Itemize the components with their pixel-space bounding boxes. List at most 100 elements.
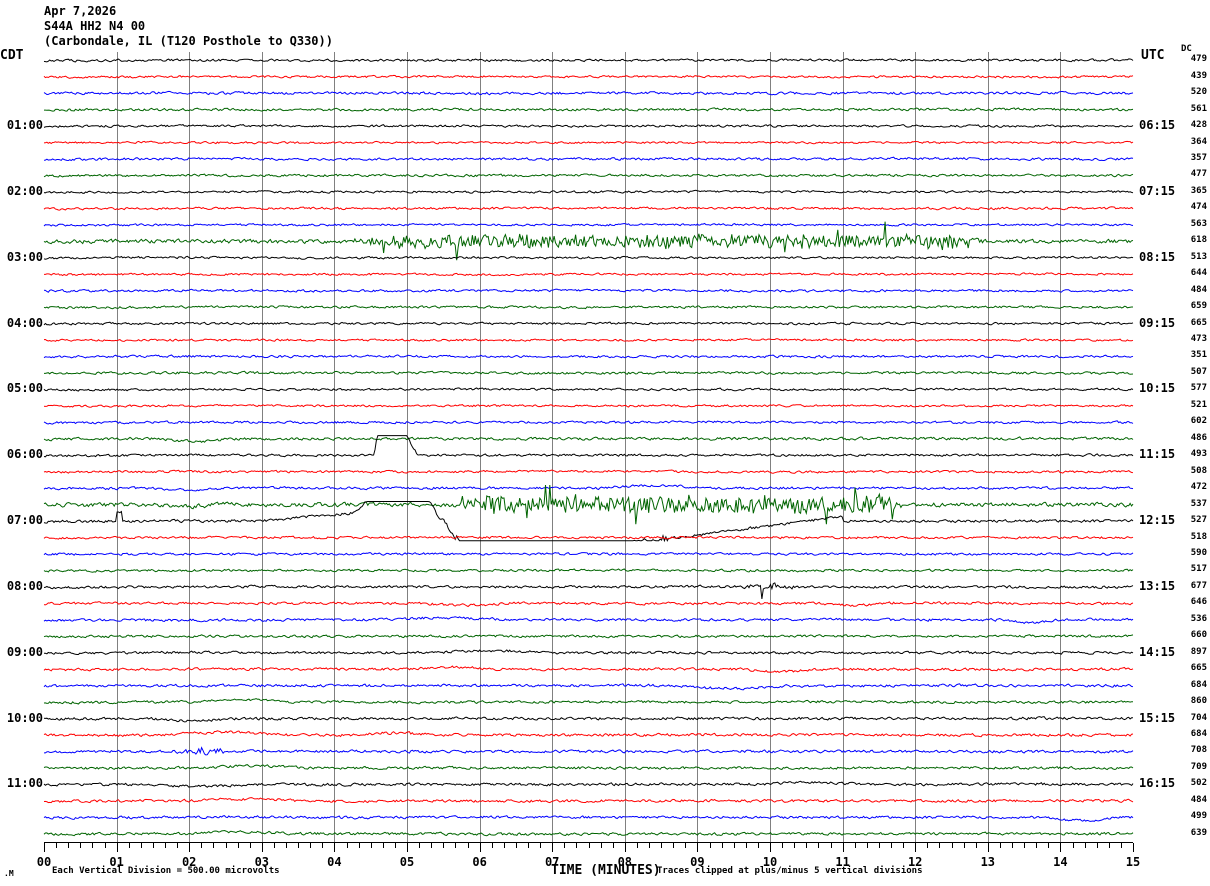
x-tick (310, 843, 312, 848)
x-tick (649, 843, 650, 848)
x-tick (370, 843, 372, 848)
trace-line (43, 797, 1134, 804)
x-tick (673, 843, 675, 848)
seismic-trace (43, 665, 1134, 673)
dc-value: 513 (1190, 251, 1207, 262)
dc-value: 659 (1190, 301, 1207, 312)
seismic-trace (43, 582, 1134, 599)
x-tick (975, 843, 977, 848)
seismic-trace (43, 255, 1134, 260)
trace-line (43, 683, 1134, 691)
dc-value: 660 (1190, 630, 1207, 641)
x-tick (757, 843, 759, 848)
trace-line (43, 616, 1134, 625)
x-tick (165, 843, 166, 848)
x-tick (697, 843, 699, 852)
x-tick (140, 843, 142, 848)
trace-line (43, 156, 1134, 162)
dc-value: 502 (1190, 778, 1207, 789)
seismic-trace (44, 272, 1134, 277)
seismic-trace (43, 420, 1134, 425)
gridline-minute-10 (770, 52, 771, 842)
left-timezone-label: CDT (0, 48, 24, 63)
x-tick (44, 843, 45, 852)
x-tick (431, 843, 433, 848)
trace-line (43, 780, 1134, 788)
trace-line (43, 716, 1134, 723)
gridline-minute-03 (261, 52, 263, 842)
dc-value: 365 (1190, 185, 1207, 196)
seismic-trace (43, 716, 1134, 723)
x-tick (286, 843, 287, 848)
x-tick (612, 843, 614, 848)
right-time-label-07:15: 07:15 (1139, 183, 1176, 198)
gridline-minute-05 (407, 52, 408, 842)
x-tick-label-06: 06 (472, 855, 487, 869)
x-tick (915, 843, 917, 852)
footer-corner-mark: .M (4, 869, 14, 878)
x-axis-title: TIME (MINUTES) (551, 863, 661, 878)
seismic-trace (43, 436, 1134, 443)
left-time-label-08:00: 08:00 (6, 578, 43, 593)
x-tick (891, 843, 892, 848)
x-tick (842, 843, 844, 852)
trace-line (43, 288, 1134, 293)
x-tick (443, 843, 445, 848)
x-tick (927, 843, 929, 848)
helicorder-plot[interactable] (43, 52, 1134, 842)
x-tick (733, 843, 735, 848)
dc-value: 577 (1190, 383, 1207, 394)
x-tick (394, 843, 396, 848)
trace-line (43, 124, 1134, 129)
trace-line (43, 649, 1134, 655)
x-tick (1036, 843, 1038, 848)
right-time-label-16:15: 16:15 (1139, 776, 1176, 791)
x-tick-label-03: 03 (254, 855, 270, 869)
x-tick (1060, 843, 1062, 852)
dc-value: 665 (1190, 663, 1207, 674)
dc-value: 618 (1190, 235, 1207, 246)
x-axis-line (44, 842, 1133, 843)
dc-value: 537 (1190, 498, 1207, 509)
dc-value: 508 (1190, 465, 1207, 476)
x-tick (540, 843, 542, 848)
x-tick (999, 843, 1001, 848)
seismic-trace (44, 746, 1134, 756)
x-tick (818, 843, 820, 848)
x-tick (878, 843, 880, 848)
seismic-trace (43, 601, 1134, 608)
seismic-trace (43, 387, 1134, 392)
dc-column-header: DC (1181, 44, 1192, 54)
left-time-label-04:00: 04:00 (6, 315, 43, 330)
x-tick (1048, 843, 1050, 848)
x-tick-label-05: 05 (399, 855, 415, 869)
x-tick (467, 843, 469, 848)
x-tick (68, 843, 70, 848)
x-tick (346, 843, 348, 848)
dc-value: 499 (1190, 811, 1207, 822)
trace-line (43, 601, 1134, 608)
seismic-trace (43, 222, 1134, 227)
dc-value: 364 (1190, 136, 1207, 147)
x-tick (189, 843, 191, 852)
trace-line (43, 321, 1134, 326)
x-tick (104, 843, 106, 848)
dc-value: 527 (1190, 515, 1207, 526)
dc-value: 474 (1190, 202, 1207, 213)
seismic-trace (43, 173, 1134, 178)
trace-line (43, 829, 1134, 837)
x-tick (503, 843, 505, 848)
x-tick (273, 843, 275, 848)
dc-value: 439 (1190, 70, 1207, 81)
dc-value: 521 (1190, 399, 1207, 410)
x-tick-label-09: 09 (690, 855, 705, 869)
left-time-label-11:00: 11:00 (6, 776, 43, 791)
x-tick-label-07: 07 (544, 855, 560, 869)
gridline-minute-01 (116, 52, 118, 842)
right-time-label-09:15: 09:15 (1139, 315, 1176, 330)
dc-value: 520 (1190, 87, 1207, 98)
x-tick (419, 843, 421, 848)
dc-value: 860 (1190, 696, 1207, 707)
dc-value: 677 (1190, 580, 1207, 591)
dc-value: 709 (1190, 761, 1207, 772)
